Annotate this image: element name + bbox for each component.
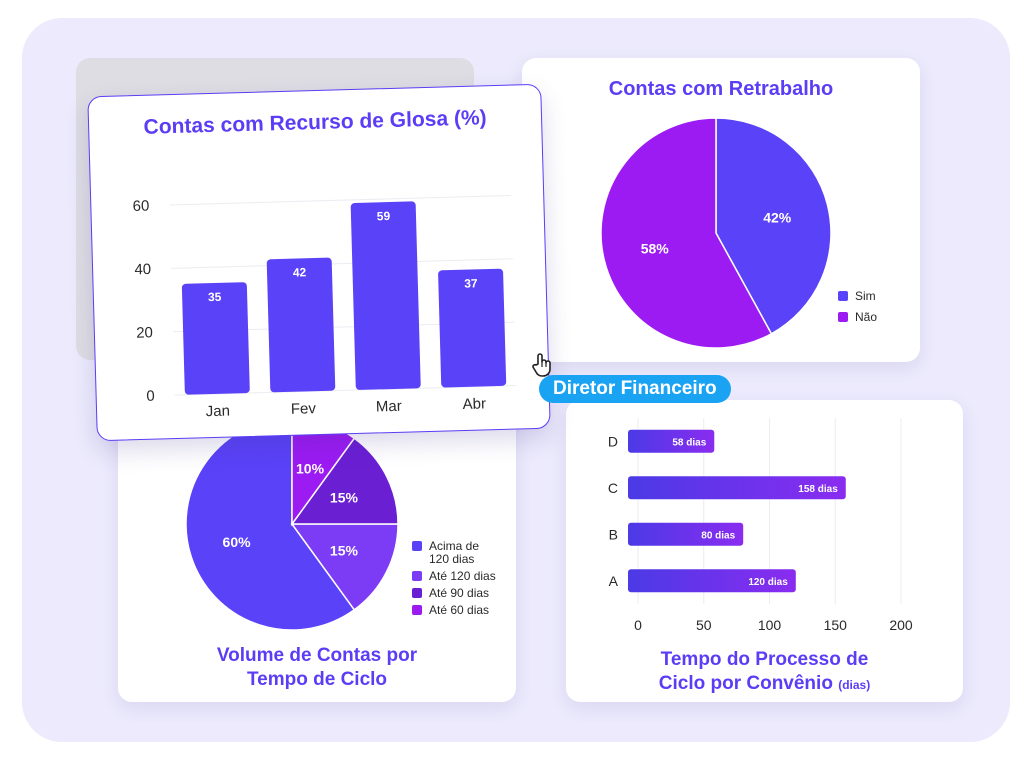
retrabalho-slice[interactable] bbox=[600, 117, 773, 349]
glosa-x-tick: Abr bbox=[462, 395, 486, 413]
volume-slice-label: 60% bbox=[223, 534, 252, 550]
legend-swatch bbox=[838, 312, 848, 322]
processo-bar-label: 80 dias bbox=[701, 530, 735, 541]
processo-bar-chart: 0 50 100 150 200 120 dias A 80 dias B 158 dias C 58… bbox=[608, 418, 913, 633]
glosa-y-tick: 0 bbox=[146, 388, 155, 405]
legend-label: Até 60 dias bbox=[429, 603, 490, 617]
glosa-y-tick: 20 bbox=[136, 324, 153, 341]
glosa-bar-label: 35 bbox=[208, 290, 222, 304]
glosa-y-tick: 40 bbox=[134, 261, 151, 278]
volume-slice-label: 15% bbox=[330, 542, 359, 558]
card-glosa[interactable]: Contas com Recurso de Glosa (%) 0 20 40 60 3… bbox=[87, 83, 551, 442]
volume-slice-label: 15% bbox=[330, 490, 359, 506]
glosa-x-tick: Jan bbox=[206, 403, 231, 421]
processo-bar-label: 58 dias bbox=[672, 437, 706, 448]
legend-swatch bbox=[412, 541, 422, 551]
volume-slice[interactable] bbox=[290, 523, 399, 611]
glosa-bar[interactable] bbox=[350, 201, 421, 390]
retrabalho-title: Contas com Retrabalho bbox=[608, 78, 834, 100]
volume-slice[interactable] bbox=[290, 437, 399, 525]
card-retrabalho: Contas com Retrabalho 42% 58% Sim Não bbox=[522, 58, 920, 362]
processo-y-tick: C bbox=[608, 480, 618, 496]
glosa-bar[interactable] bbox=[438, 268, 507, 388]
processo-bar[interactable] bbox=[628, 429, 715, 453]
processo-title-line2-wrap: Ciclo por Convênio (dias) bbox=[566, 672, 963, 697]
processo-title-unit: (dias) bbox=[838, 678, 871, 692]
volume-legend-item: Até 90 dias bbox=[412, 587, 489, 600]
processo-bar[interactable] bbox=[628, 522, 744, 546]
glosa-bar-label: 42 bbox=[293, 265, 307, 279]
processo-bar-label: 120 dias bbox=[748, 577, 788, 588]
processo-y-tick: A bbox=[609, 573, 619, 589]
volume-legend-item: Até 60 dias bbox=[412, 604, 489, 617]
processo-title-line1: Tempo do Processo de bbox=[660, 649, 869, 670]
legend-label: Até 120 dias bbox=[429, 569, 496, 583]
glosa-bar[interactable] bbox=[181, 282, 250, 395]
processo-x-tick: 0 bbox=[634, 617, 642, 633]
legend-label: Até 90 dias bbox=[429, 586, 490, 600]
processo-title-line2: Ciclo por Convênio bbox=[658, 673, 833, 694]
processo-bar-label: 158 dias bbox=[798, 484, 838, 495]
volume-title-line2: Tempo de Ciclo bbox=[246, 669, 388, 690]
glosa-gridline bbox=[169, 194, 512, 206]
retrabalho-legend-item: Sim bbox=[838, 290, 876, 303]
glosa-bar-label: 59 bbox=[377, 209, 391, 223]
volume-title-line1: Volume de Contas por bbox=[216, 645, 418, 666]
retrabalho-slice-label: 58% bbox=[641, 241, 670, 257]
legend-label: Sim bbox=[855, 289, 876, 303]
processo-y-tick: D bbox=[608, 433, 618, 449]
processo-bar[interactable] bbox=[628, 569, 796, 593]
glosa-y-tick: 60 bbox=[132, 198, 149, 215]
retrabalho-pie-chart: 42% 58% bbox=[600, 117, 832, 349]
retrabalho-slice[interactable] bbox=[715, 117, 832, 335]
card-processo: 0 50 100 150 200 120 dias A 80 dias B 158 dias C 58… bbox=[566, 400, 963, 702]
glosa-x-tick: Mar bbox=[376, 398, 402, 416]
legend-swatch bbox=[412, 571, 422, 581]
glosa-bar-chart: 0 20 40 60 35 Jan 42 Fev 59 Mar 37 Abr bbox=[132, 194, 517, 421]
volume-title: Volume de Contas por Tempo de Ciclo bbox=[118, 644, 516, 692]
legend-label: Não bbox=[855, 310, 878, 324]
glosa-gridline bbox=[171, 258, 513, 269]
processo-x-tick: 150 bbox=[824, 617, 848, 633]
processo-x-tick: 100 bbox=[758, 617, 782, 633]
processo-bar[interactable] bbox=[628, 476, 846, 500]
processo-x-tick: 50 bbox=[696, 617, 712, 633]
glosa-bar-label: 37 bbox=[464, 276, 478, 290]
processo-title: Tempo do Processo de Ciclo por Convênio … bbox=[566, 648, 963, 697]
glosa-x-tick: Fev bbox=[291, 400, 317, 418]
retrabalho-legend-item: Não bbox=[838, 311, 877, 324]
legend-swatch bbox=[412, 588, 422, 598]
legend-label: Acima de 120 dias bbox=[429, 539, 480, 566]
glosa-bar[interactable] bbox=[266, 257, 336, 393]
volume-legend-item: Acima de 120 dias bbox=[412, 540, 479, 566]
role-badge: Diretor Financeiro bbox=[539, 375, 731, 403]
volume-legend-item: Até 120 dias bbox=[412, 570, 496, 583]
card-volume: 60% 15% 15% 10% Acima de 120 dias Até 120 dia… bbox=[118, 400, 516, 702]
processo-y-tick: B bbox=[609, 526, 618, 542]
legend-swatch bbox=[838, 291, 848, 301]
legend-swatch bbox=[412, 605, 422, 615]
processo-x-tick: 200 bbox=[889, 617, 913, 633]
retrabalho-slice-label: 42% bbox=[763, 209, 792, 225]
volume-pie-chart: 60% 15% 15% 10% bbox=[185, 417, 399, 631]
hand-pointer-icon bbox=[532, 353, 551, 377]
volume-slice-label: 10% bbox=[296, 461, 325, 477]
